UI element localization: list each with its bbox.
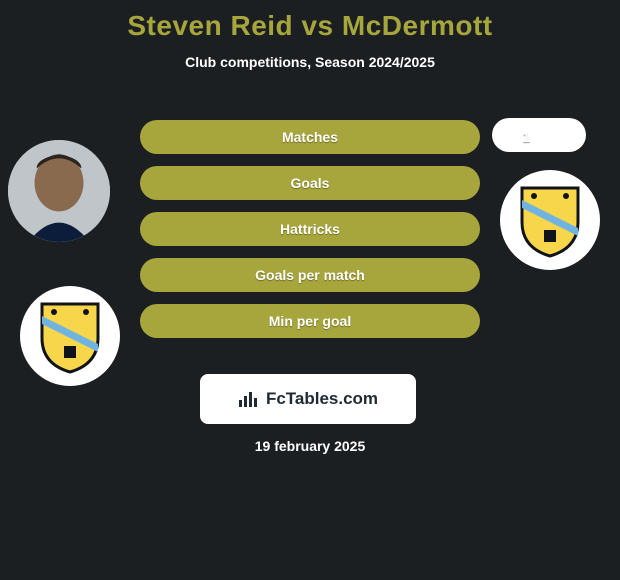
- bar-row-hattricks: Hattricks: [140, 212, 480, 246]
- bar-row-mpg: Min per goal: [140, 304, 480, 338]
- bar-row-goals: Goals: [140, 166, 480, 200]
- bar-chart-icon: [238, 390, 260, 408]
- bar-label: Goals: [140, 175, 480, 191]
- player1-club-crest: [20, 286, 120, 386]
- page-title: Steven Reid vs McDermott: [0, 0, 620, 42]
- logo-main: Tables: [286, 389, 339, 408]
- source-logo: FcTables.com: [200, 374, 416, 424]
- bar-value-right: 1: [522, 120, 530, 154]
- bar-matches: Matches: [140, 120, 480, 154]
- player2-club-crest: [500, 170, 600, 270]
- matches-right-pill: [492, 118, 586, 152]
- subtitle: Club competitions, Season 2024/2025: [0, 54, 620, 70]
- date-label: 19 february 2025: [0, 438, 620, 454]
- bar-label: Matches: [140, 129, 480, 145]
- bar-hattricks: Hattricks: [140, 212, 480, 246]
- logo-prefix: Fc: [266, 389, 286, 408]
- title-player1: Steven Reid: [127, 10, 293, 41]
- crest-icon: [38, 298, 102, 374]
- bar-label: Hattricks: [140, 221, 480, 237]
- logo-text: FcTables.com: [266, 389, 378, 409]
- crest-icon: [518, 182, 582, 258]
- bar-label: Goals per match: [140, 267, 480, 283]
- title-player2: McDermott: [342, 10, 493, 41]
- bar-row-matches: Matches 1: [140, 120, 480, 154]
- bar-goals-per-match: Goals per match: [140, 258, 480, 292]
- logo-suffix: .com: [338, 389, 378, 408]
- avatar-placeholder-icon: [8, 140, 110, 242]
- stat-bars: Matches 1 Goals Hattricks Goals per matc…: [140, 120, 480, 350]
- bar-label: Min per goal: [140, 313, 480, 329]
- bar-min-per-goal: Min per goal: [140, 304, 480, 338]
- comparison-card: Steven Reid vs McDermott Club competitio…: [0, 0, 620, 580]
- bar-goals: Goals: [140, 166, 480, 200]
- player1-avatar: [8, 140, 110, 242]
- title-vs: vs: [301, 10, 333, 41]
- bar-row-gpm: Goals per match: [140, 258, 480, 292]
